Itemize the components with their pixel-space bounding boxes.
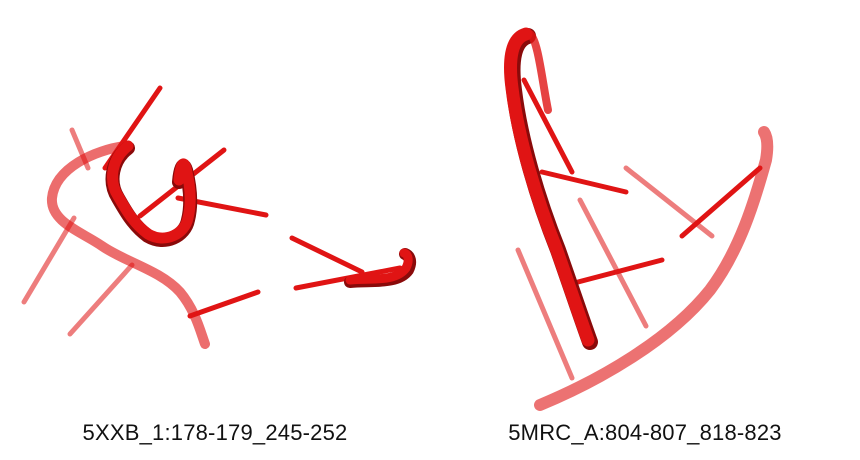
backbone-tube xyxy=(526,30,552,114)
structure-caption-left: 5XXB_1:178-179_245-252 xyxy=(82,420,348,445)
base-stick xyxy=(623,165,715,239)
backbone-fragment xyxy=(345,248,413,285)
base-stick xyxy=(577,197,649,329)
base-stick xyxy=(679,165,763,239)
backbone-tube xyxy=(504,27,595,347)
base-stick xyxy=(21,215,77,305)
base-stick xyxy=(289,235,365,275)
backbone-tube xyxy=(107,140,196,244)
base-stick xyxy=(575,257,665,285)
structure-panel-left: 5XXB_1:178-179_245-252 xyxy=(21,85,417,445)
backbone-tube xyxy=(47,141,210,349)
base-stick xyxy=(515,247,575,381)
base-stick xyxy=(67,262,135,337)
backbone-tube xyxy=(534,126,774,411)
base-stick xyxy=(521,77,575,175)
structure-caption-right: 5MRC_A:804-807_818-823 xyxy=(508,420,782,445)
rna-structure-render-left xyxy=(21,85,417,349)
base-stick xyxy=(187,289,261,319)
rna-structure-render-right xyxy=(504,27,774,411)
base-stick xyxy=(539,169,629,195)
structure-panel-right: 5MRC_A:804-807_818-823 xyxy=(430,0,860,460)
